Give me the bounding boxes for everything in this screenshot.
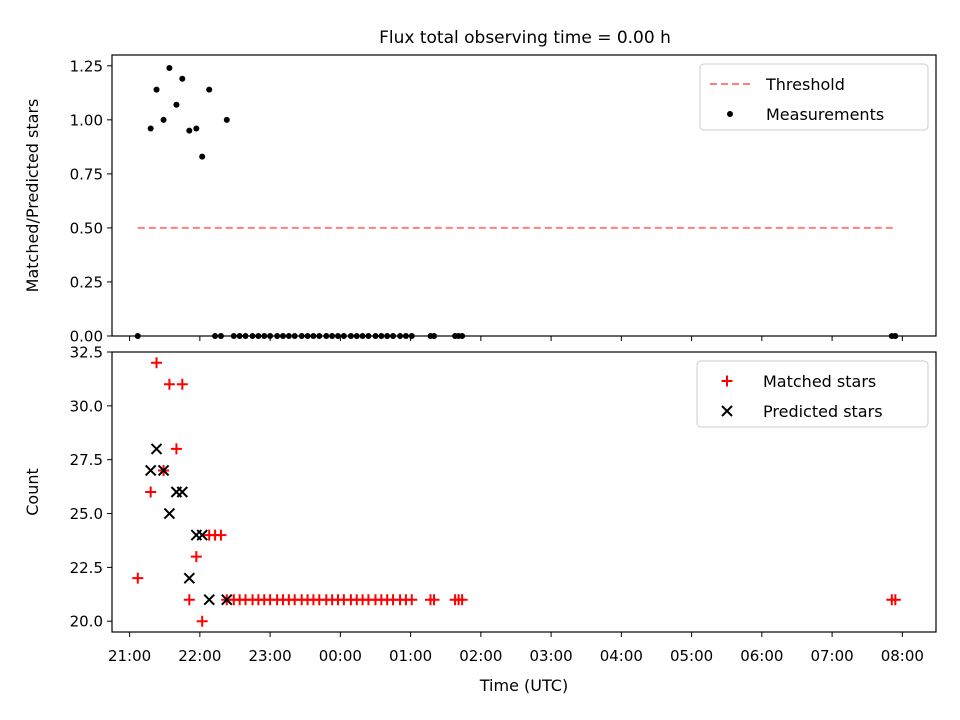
legend-label: Predicted stars bbox=[763, 402, 883, 421]
predicted-star-marker bbox=[221, 593, 233, 606]
measurement-point bbox=[186, 127, 193, 134]
legend-measurement-handle bbox=[727, 111, 733, 117]
measurement-point bbox=[147, 125, 154, 132]
legend-matched-handle bbox=[721, 375, 733, 387]
measurement-point bbox=[179, 75, 186, 82]
measurement-point bbox=[206, 86, 213, 93]
predicted-star-marker bbox=[163, 507, 176, 520]
y-tick-label: 0.50 bbox=[70, 219, 103, 237]
matched-star-marker bbox=[170, 443, 182, 455]
legend-box bbox=[696, 360, 929, 428]
bottom-panel: 20.0 22.5 25.0 27.5 30.0 32.5 21:00 22:00 23:00 0… bbox=[23, 344, 937, 695]
x-tick-label: 03:00 bbox=[529, 647, 572, 665]
matched-star-marker bbox=[889, 594, 901, 606]
measurement-point bbox=[166, 64, 173, 71]
matched-star-marker bbox=[215, 529, 227, 541]
y-tick-label: 22.5 bbox=[70, 559, 103, 577]
matched-star-marker bbox=[183, 594, 195, 606]
x-axis-label: Time (UTC) bbox=[479, 676, 568, 695]
y-tick-label: 30.0 bbox=[70, 397, 103, 415]
y-tick-label: 32.5 bbox=[70, 344, 103, 362]
x-tick-label: 01:00 bbox=[389, 647, 432, 665]
matched-star-marker bbox=[151, 357, 163, 369]
y-axis-label: Matched/Predicted stars bbox=[23, 99, 42, 293]
matched-star-marker bbox=[132, 572, 144, 584]
legend-box bbox=[699, 63, 929, 131]
x-tick-label: 00:00 bbox=[319, 647, 362, 665]
legend-label: Matched stars bbox=[763, 372, 876, 391]
matched-star-marker bbox=[428, 594, 440, 606]
predicted-star-marker bbox=[150, 443, 163, 455]
plot-data bbox=[132, 357, 901, 627]
legend-label: Measurements bbox=[766, 105, 884, 124]
y-axis-label: Count bbox=[23, 468, 42, 516]
y-tick-label: 27.5 bbox=[70, 451, 103, 469]
y-tick-label: 25.0 bbox=[70, 505, 103, 523]
x-tick-label: 07:00 bbox=[810, 647, 853, 665]
y-tick-label: 0.75 bbox=[70, 165, 103, 183]
matched-star-marker bbox=[163, 378, 175, 390]
matched-star-marker bbox=[190, 551, 202, 563]
y-tick-label: 0.25 bbox=[70, 273, 103, 291]
matched-star-marker bbox=[176, 378, 188, 390]
predicted-star-marker bbox=[157, 464, 170, 477]
y-tick-label: 1.00 bbox=[70, 111, 103, 129]
measurement-point bbox=[160, 116, 167, 123]
legend-label: Threshold bbox=[765, 75, 845, 94]
predicted-star-marker bbox=[176, 486, 188, 498]
x-tick-label: 23:00 bbox=[248, 647, 291, 665]
predicted-star-marker bbox=[196, 529, 208, 541]
x-tick-label: 06:00 bbox=[740, 647, 783, 665]
measurement-point bbox=[199, 153, 206, 160]
predicted-star-marker bbox=[203, 593, 215, 606]
y-tick-label: 1.25 bbox=[70, 57, 103, 75]
matched-star-marker bbox=[456, 594, 468, 606]
measurement-point bbox=[193, 125, 200, 132]
axes-frame bbox=[111, 54, 937, 337]
x-tick-label: 05:00 bbox=[670, 647, 713, 665]
matched-star-marker bbox=[196, 615, 208, 627]
x-tick-label: 02:00 bbox=[459, 647, 502, 665]
plot-data bbox=[134, 64, 899, 339]
measurement-point bbox=[153, 86, 160, 93]
x-tick-label: 21:00 bbox=[108, 647, 151, 665]
chart-title: Flux total observing time = 0.00 h bbox=[379, 28, 671, 48]
matched-star-marker bbox=[145, 486, 157, 498]
predicted-star-marker bbox=[183, 572, 196, 584]
x-tick-label: 04:00 bbox=[600, 647, 643, 665]
predicted-star-marker bbox=[144, 464, 157, 477]
y-tick-label: 0.00 bbox=[70, 328, 103, 346]
matched-star-marker bbox=[406, 594, 418, 606]
axes-frame bbox=[111, 351, 937, 633]
y-tick-label: 20.0 bbox=[70, 613, 103, 631]
x-tick-label: 08:00 bbox=[881, 647, 924, 665]
x-tick-label: 22:00 bbox=[178, 647, 221, 665]
legend-predicted-handle bbox=[721, 405, 733, 417]
measurement-point bbox=[173, 101, 180, 108]
top-panel: 0.00 0.25 0.50 0.75 1.00 1.25 Matched/Predicte… bbox=[23, 54, 937, 346]
measurement-point bbox=[223, 116, 230, 123]
